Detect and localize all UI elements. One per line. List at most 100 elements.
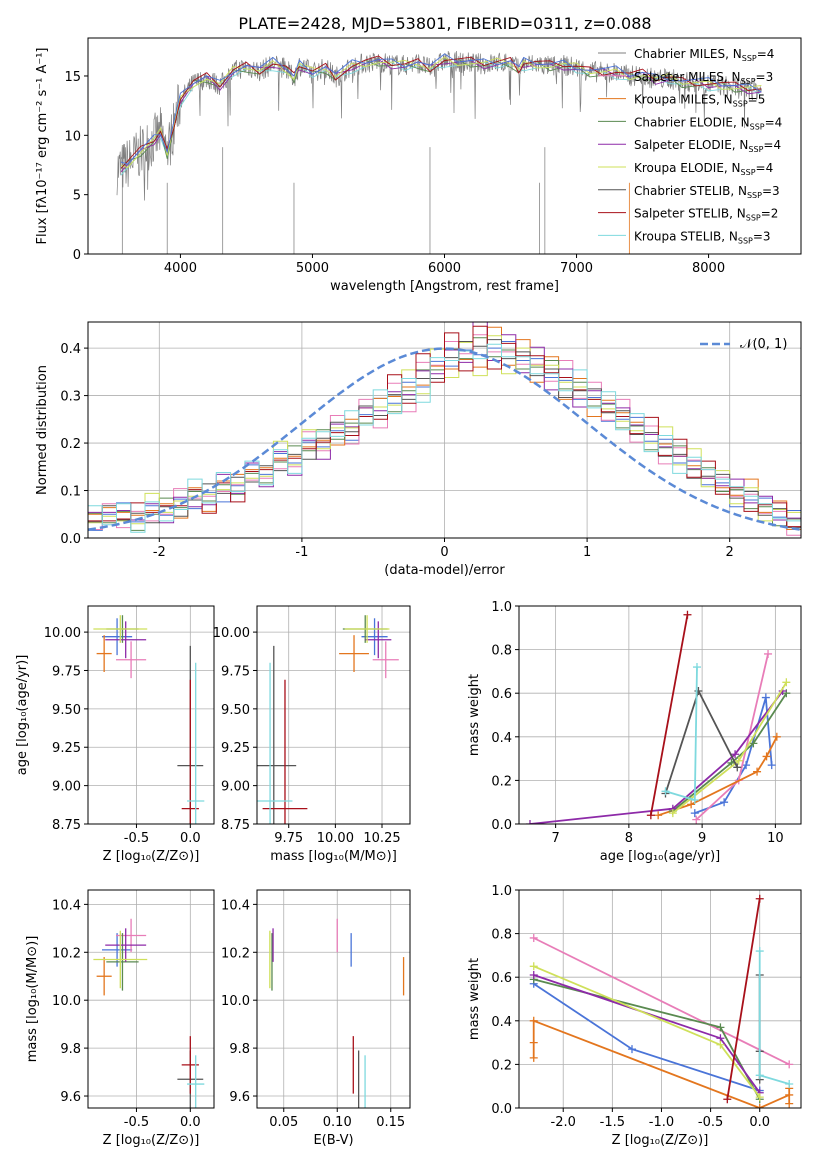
y-tick-label: 8.75	[52, 818, 81, 833]
x-tick-label: 0	[440, 545, 448, 560]
weight-point	[772, 732, 781, 741]
y-tick-label: 0	[73, 248, 81, 263]
weight-point	[782, 678, 791, 687]
x-tick-label: 0.15	[376, 1115, 405, 1130]
y-tick-label: 0.4	[491, 1015, 512, 1030]
axes-frame	[256, 605, 411, 825]
y-tick-label: 10.2	[221, 946, 250, 961]
legend-label-sub: SSP	[738, 236, 753, 245]
weight-point	[646, 811, 655, 820]
residual-histogram-panel: -2 -1 0 1 2 0.0 0.1 0.2 0.3 0.4 (data-model)/error…	[35, 321, 802, 578]
y-tick-label: 9.25	[52, 741, 81, 756]
weight-point	[755, 894, 764, 903]
legend-label-text: Salpeter ELODIE, N	[634, 138, 748, 152]
weight-point	[529, 962, 538, 971]
weight-point	[753, 767, 762, 776]
legend-label: Kroupa MILES, NSSP=5	[634, 93, 765, 109]
plot-area	[93, 615, 205, 824]
weight-point	[668, 809, 677, 818]
axes-frame	[518, 605, 802, 825]
legend-label-count: =3	[762, 184, 780, 198]
x-axis-label: E(B-V)	[313, 1133, 353, 1148]
x-tick-label: 0.0	[749, 1115, 770, 1130]
weight-point	[755, 947, 764, 956]
x-axis-label: Z [log₁₀(Z/Z⊙)]	[612, 1133, 709, 1148]
weight-line	[726, 898, 761, 1100]
grid	[257, 890, 410, 1108]
y-tick-label: 9.8	[60, 1042, 81, 1057]
weight-point	[749, 739, 758, 748]
legend-label-text: Salpeter STELIB, N	[634, 207, 746, 221]
x-tick-label: 2	[726, 545, 734, 560]
x-tick-label: 7	[551, 831, 559, 846]
legend-label-sub: SSP	[733, 100, 748, 109]
x-tick-label: 4000	[164, 261, 197, 276]
legend-label-sub: SSP	[741, 168, 756, 177]
weight-point	[654, 811, 663, 820]
plot-area	[257, 615, 399, 824]
model-spectrum-line	[120, 56, 762, 169]
weight-vs-age-panel: 7 8 9 10 0.0 0.2 0.4 0.6 0.8 1.0 age [log₁₀(age/yr…	[467, 600, 802, 864]
axes-frame	[87, 321, 802, 539]
legend-label: Salpeter ELODIE, NSSP=4	[634, 138, 781, 154]
legend-label-count: =4	[757, 47, 775, 61]
legend-label-count: =4	[765, 115, 783, 129]
x-axis-label: age [log₁₀(age/yr)]	[600, 849, 721, 864]
weight-point	[627, 1045, 636, 1054]
y-tick-label: 0.6	[491, 971, 512, 986]
x-tick-label: 6000	[428, 261, 461, 276]
weight-line	[529, 690, 784, 824]
age-vs-mass-panel: 9.75 10.00 10.25 8.75 9.00 9.25 9.50 9.75 10.00 m…	[213, 605, 411, 864]
plot-area	[116, 50, 762, 254]
legend-label: Chabrier MILES, NSSP=4	[634, 47, 774, 63]
x-tick-label: -1.0	[649, 1115, 674, 1130]
y-tick-label: 10.4	[52, 898, 81, 913]
x-tick-label: 0.10	[323, 1115, 352, 1130]
weight-point	[785, 1099, 794, 1108]
weight-point	[742, 761, 751, 770]
legend-label: Salpeter STELIB, NSSP=2	[634, 207, 778, 223]
y-axis-label: Flux [fλ10⁻¹⁷ erg cm⁻² s⁻¹ A⁻¹]	[35, 48, 50, 245]
figure-title: PLATE=2428, MJD=53801, FIBERID=0311, z=0…	[238, 14, 651, 33]
legend-label: Kroupa ELODIE, NSSP=4	[634, 161, 773, 177]
y-tick-label: 8.75	[221, 818, 250, 833]
x-tick-label: -2	[153, 545, 166, 560]
weight-point	[785, 1060, 794, 1069]
weight-point	[529, 1016, 538, 1025]
model-spectrum-line	[120, 58, 762, 169]
plot-area	[93, 918, 205, 1108]
weight-point	[716, 1040, 725, 1049]
weight-point	[716, 1023, 725, 1032]
grid	[519, 605, 801, 825]
weight-point	[529, 1038, 538, 1047]
weight-point	[723, 1095, 732, 1104]
weight-point	[733, 763, 742, 772]
axes-frame	[87, 889, 215, 1109]
y-tick-label: 0.8	[491, 644, 512, 659]
y-tick-label: 9.6	[60, 1090, 81, 1105]
y-tick-label: 10	[64, 129, 81, 144]
legend-label-sub: SSP	[747, 191, 762, 200]
weight-point	[720, 798, 729, 807]
y-tick-label: 0.6	[491, 687, 512, 702]
spectrum-panel: 4000 5000 6000 7000 8000 0 5 10 15 wavelength [An…	[35, 37, 802, 294]
x-tick-label: 10.25	[363, 831, 400, 846]
plot-area	[88, 322, 801, 536]
x-tick-label: -0.5	[698, 1115, 723, 1130]
y-tick-label: 1.0	[491, 884, 512, 899]
mass-vs-metallicity-panel: -0.5 0.0 9.6 9.8 10.0 10.2 10.4 Z [log₁₀(Z/Z⊙)]…	[25, 889, 215, 1148]
weight-point	[687, 800, 696, 809]
x-tick-label: 0.0	[180, 1115, 201, 1130]
weight-point	[761, 693, 770, 702]
y-tick-label: 9.75	[52, 664, 81, 679]
legend-label: Salpeter MILES, NSSP=3	[634, 70, 773, 86]
weight-point	[525, 820, 534, 824]
legend-label: Kroupa STELIB, NSSP=3	[634, 229, 771, 245]
weight-point	[683, 610, 692, 619]
legend-label-text: Salpeter MILES, N	[634, 70, 741, 84]
legend-label-text: Kroupa MILES, N	[634, 93, 733, 107]
y-tick-label: 0.2	[60, 437, 81, 452]
y-tick-label: 9.75	[221, 664, 250, 679]
legend-label-sub: SSP	[748, 145, 763, 154]
